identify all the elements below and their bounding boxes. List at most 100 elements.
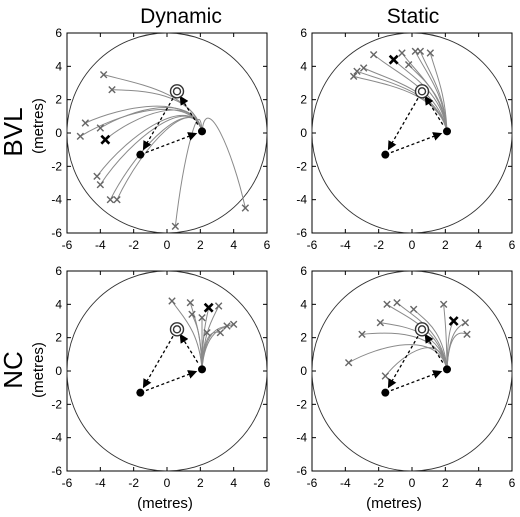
x-tick-label: -4 [95, 238, 106, 252]
trajectory-line [189, 302, 203, 370]
trajectory-line [348, 344, 448, 370]
y-tick-label: 6 [55, 264, 62, 278]
x-tick-label: 0 [164, 238, 171, 252]
y-tick-label: 0 [300, 126, 307, 140]
x-tick-label: -4 [340, 476, 351, 490]
y-tick-label: 0 [55, 126, 62, 140]
endpoint-cross [349, 72, 358, 81]
highlight-endpoint-cross [203, 302, 214, 313]
endpoint-cross [99, 70, 108, 79]
y-tick-label: -4 [51, 193, 62, 207]
trajectory-line [446, 322, 466, 370]
landmark-dot [381, 150, 390, 159]
outbound-arrow [424, 333, 444, 363]
x-tick-label: 0 [164, 476, 171, 490]
y-tick-label: -4 [51, 431, 62, 445]
y-tick-label: -6 [296, 226, 307, 240]
endpoint-cross [353, 67, 361, 76]
outbound-arrow [179, 333, 199, 363]
column-title-static: Static [387, 5, 440, 28]
y-tick-label: 6 [300, 264, 307, 278]
panel-nc-static: -6 -4 -2 0 2 4 6 -6 -4 -2 0 2 4 6 [296, 264, 515, 490]
landmark-dot [136, 150, 145, 159]
x-tick-label: 2 [197, 238, 204, 252]
axes-frame [66, 270, 268, 472]
x-tick-label: -6 [62, 476, 73, 490]
trajectory-line-highlight [105, 109, 203, 141]
x-tick-label: -2 [128, 238, 139, 252]
x-tick-label: 2 [197, 476, 204, 490]
trajectory-line [429, 52, 448, 132]
y-tick-label: -6 [51, 464, 62, 478]
target-marker [169, 322, 185, 337]
y-tick-label: 0 [55, 364, 62, 378]
target-marker [169, 84, 185, 99]
panel-nc-dynamic: -6 -4 -2 0 2 4 6 -6 -4 -2 0 2 4 6 [51, 264, 270, 490]
arena-boundary [311, 32, 513, 234]
x-tick-label: -6 [62, 238, 73, 252]
x-tick-label: -4 [340, 238, 351, 252]
x-tick-label: -4 [95, 476, 106, 490]
column-title-dynamic: Dynamic [140, 5, 222, 28]
trajectory-line [111, 89, 203, 132]
outbound-arrow [145, 370, 198, 392]
landmark-dot [443, 365, 451, 374]
endpoint-cross [203, 328, 211, 337]
y-tick-label: 4 [300, 59, 307, 73]
endpoint-cross [216, 328, 225, 337]
arena-boundary [66, 270, 268, 472]
x-tick-label: -2 [128, 476, 139, 490]
x-axis-label-left: (metres) [137, 495, 193, 512]
trajectory-line [103, 74, 203, 132]
endpoint-cross [214, 302, 223, 310]
landmark-dot [443, 127, 451, 136]
endpoint-cross [223, 322, 231, 330]
trajectory-line-highlight [201, 307, 210, 370]
x-tick-label: -2 [373, 476, 384, 490]
outbound-arrow [142, 97, 174, 151]
endpoint-cross [81, 119, 90, 127]
trajectory-line [201, 323, 234, 370]
endpoint-cross [358, 330, 366, 339]
x-tick-label: 6 [509, 238, 516, 252]
x-tick-label: 6 [509, 476, 516, 490]
y-tick-label: -6 [296, 464, 307, 478]
endpoint-cross [409, 305, 418, 314]
endpoint-cross [96, 180, 105, 189]
row-title-nc: NC [0, 351, 28, 389]
y-tick-label: 4 [55, 297, 62, 311]
endpoint-cross [463, 330, 471, 339]
endpoint-cross [369, 50, 378, 59]
endpoint-cross [168, 297, 176, 305]
y-tick-label: 2 [300, 331, 307, 345]
y-tick-label: 2 [55, 331, 62, 345]
target-marker [414, 322, 430, 337]
endpoint-cross [241, 204, 250, 212]
trajectory-line [380, 322, 448, 370]
panel-bvl-dynamic: -6 -4 -2 0 2 4 6 -6 -4 -2 0 2 4 6 [51, 26, 270, 252]
x-tick-label: 0 [409, 476, 416, 490]
outbound-arrow [424, 95, 444, 125]
y-tick-label: 6 [300, 26, 307, 40]
landmark-dot [381, 388, 390, 397]
x-tick-label: -6 [307, 238, 318, 252]
y-tick-label: -2 [296, 159, 307, 173]
trajectory-line [109, 117, 203, 200]
outbound-arrow [387, 97, 419, 151]
endpoint-cross [344, 358, 353, 367]
y-tick-label: 4 [55, 59, 62, 73]
endpoint-cross [393, 298, 401, 307]
outbound-arrow [390, 132, 443, 154]
highlight-endpoint-cross [100, 134, 111, 145]
endpoint-cross [188, 310, 196, 319]
endpoint-cross [96, 124, 105, 132]
x-tick-label: 4 [230, 238, 237, 252]
endpoint-cross [108, 85, 116, 94]
y-tick-label: -2 [296, 397, 307, 411]
outbound-arrow [390, 370, 443, 392]
trajectory-line [353, 75, 448, 132]
outbound-arrow [142, 335, 174, 389]
y-tick-label: 0 [300, 364, 307, 378]
y-tick-label: -4 [296, 193, 307, 207]
